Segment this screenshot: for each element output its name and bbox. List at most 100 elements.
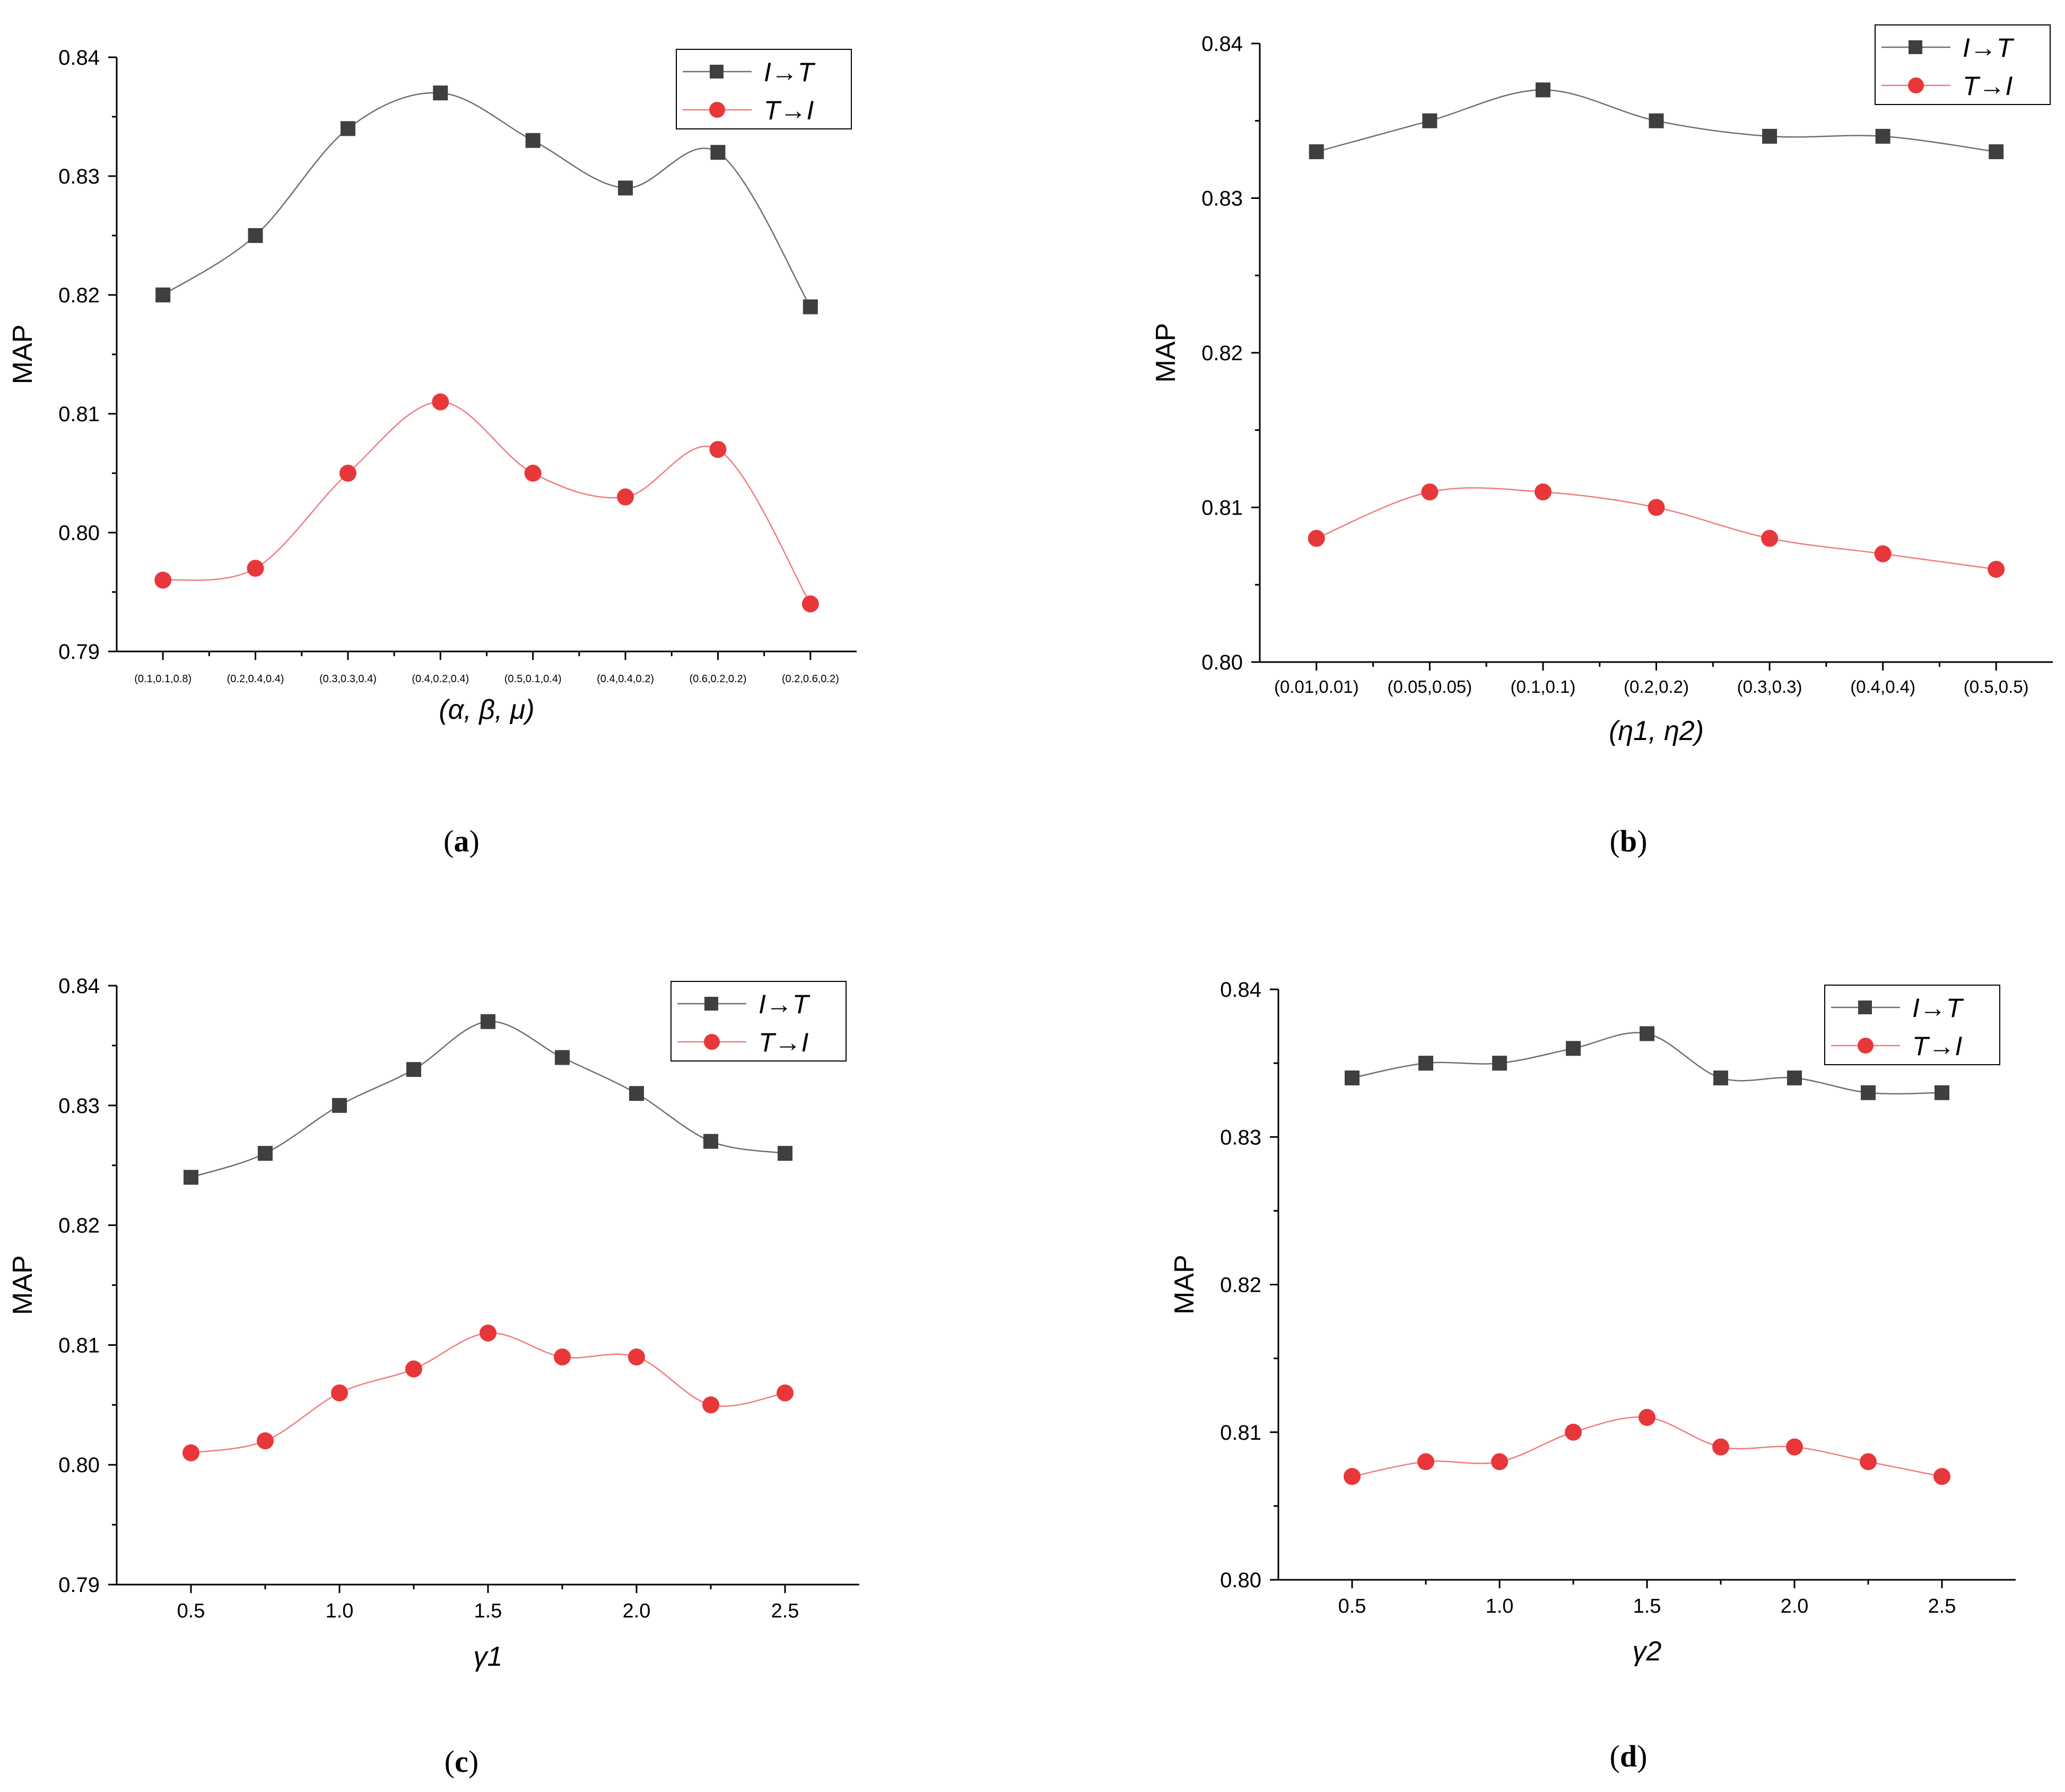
data-point-t-to-i	[1639, 1408, 1656, 1426]
y-tick-label: 0.82	[1201, 342, 1243, 365]
data-point-i-to-t	[1935, 1085, 1949, 1100]
x-tick-label: 2.0	[623, 1600, 651, 1622]
x-tick-label: (0.4,0.4)	[1850, 677, 1915, 697]
data-point-i-to-t	[555, 1050, 570, 1065]
y-tick-label: 0.82	[58, 284, 100, 307]
data-point-t-to-i	[1648, 499, 1665, 516]
y-tick-label: 0.79	[58, 640, 100, 664]
data-point-t-to-i	[1874, 545, 1892, 562]
caption-letter: d	[1620, 1739, 1637, 1773]
panel-caption: (a)	[443, 824, 480, 858]
data-point-i-to-t	[433, 85, 448, 101]
y-tick-label: 0.82	[1220, 1274, 1261, 1297]
data-point-i-to-t	[1875, 128, 1890, 144]
x-axis-title: γ1	[474, 1641, 503, 1672]
x-tick-label: (0.05,0.05)	[1388, 677, 1472, 697]
data-point-i-to-t	[155, 288, 171, 302]
caption-paren-open: (	[1610, 1739, 1620, 1773]
data-point-i-to-t	[481, 1014, 495, 1029]
x-tick-label: 2.0	[1781, 1595, 1809, 1617]
x-tick-label: (0.4,0.2,0.4)	[412, 673, 469, 685]
x-tick-label: (0.1,0.1)	[1510, 677, 1575, 697]
x-tick-label: (0.2,0.2)	[1624, 677, 1689, 697]
legend-label-i-to-t: I→T	[1963, 33, 2015, 63]
series-line-t-to-i	[1352, 1416, 1942, 1477]
x-tick-label: (0.2,0.6,0.2)	[782, 673, 839, 685]
legend-marker-circle	[1908, 77, 1924, 93]
legend-box	[1875, 24, 2051, 105]
y-tick-label: 0.84	[1220, 978, 1261, 1002]
caption-letter: c	[455, 1744, 468, 1779]
data-point-i-to-t	[332, 1098, 347, 1113]
legend-marker-circle	[704, 1034, 720, 1050]
x-tick-label: 0.5	[1338, 1595, 1366, 1617]
data-point-i-to-t	[778, 1146, 792, 1161]
x-tick-label: (0.2,0.4,0.4)	[227, 673, 284, 685]
caption-paren-close: )	[1637, 1739, 1647, 1773]
y-tick-label: 0.79	[58, 1573, 100, 1597]
caption-paren-open: (	[445, 1744, 455, 1779]
data-point-i-to-t	[1649, 113, 1664, 128]
y-axis-title: MAP	[7, 325, 38, 385]
chart-panel-c: 0.79 0.80 0.81 0.82 0.83 0.84 0.5 1.0 1.5 2.0 2.5 M…	[7, 975, 859, 1779]
data-point-t-to-i	[617, 488, 634, 506]
data-point-i-to-t	[248, 228, 263, 243]
legend: I→T T→I	[1824, 985, 2000, 1065]
data-point-t-to-i	[480, 1324, 496, 1342]
data-point-t-to-i	[1712, 1438, 1729, 1456]
x-tick-label: (0.01,0.01)	[1274, 677, 1359, 697]
y-tick-label: 0.80	[1220, 1569, 1261, 1592]
caption-letter: a	[454, 824, 469, 858]
y-tick-label: 0.80	[58, 521, 100, 545]
data-point-i-to-t	[1492, 1056, 1507, 1071]
panel-caption: (d)	[1610, 1739, 1648, 1773]
caption-letter: b	[1620, 824, 1637, 858]
x-tick-label: 2.5	[771, 1600, 799, 1622]
y-tick-label: 0.81	[58, 1334, 100, 1357]
data-point-i-to-t	[184, 1170, 198, 1185]
data-point-t-to-i	[628, 1348, 645, 1365]
data-point-i-to-t	[629, 1086, 644, 1101]
chart-panel-d: 0.80 0.81 0.82 0.83 0.84 0.5 1.0 1.5 2.0 2.5 MAP γ2…	[1169, 978, 2016, 1773]
data-point-t-to-i	[1860, 1453, 1877, 1471]
y-axis-title: MAP	[1151, 323, 1181, 383]
legend-label-t-to-i: T→I	[764, 95, 814, 125]
data-point-t-to-i	[554, 1348, 571, 1365]
x-tick-label: (0.3,0.3,0.4)	[319, 673, 377, 685]
data-point-t-to-i	[432, 393, 449, 411]
x-tick-label: 2.5	[1928, 1595, 1956, 1617]
data-point-t-to-i	[1534, 483, 1552, 501]
data-point-i-to-t	[1713, 1070, 1728, 1085]
legend-marker-circle	[709, 102, 725, 118]
y-tick-label: 0.81	[58, 403, 100, 426]
data-point-t-to-i	[1308, 529, 1325, 547]
legend-box	[676, 49, 852, 129]
data-point-i-to-t	[803, 299, 818, 315]
data-point-t-to-i	[339, 465, 356, 482]
legend: I→T T→I	[1875, 24, 2051, 105]
legend: I→T T→I	[670, 981, 847, 1062]
y-tick-label: 0.80	[1201, 651, 1243, 674]
y-tick-label: 0.84	[1201, 32, 1243, 56]
y-tick-label: 0.82	[58, 1214, 100, 1238]
legend-label-i-to-t: I→T	[764, 57, 816, 87]
caption-paren-close: )	[469, 824, 480, 858]
caption-paren-open: (	[1610, 824, 1620, 858]
y-tick-label: 0.84	[58, 975, 100, 998]
data-point-t-to-i	[1933, 1468, 1950, 1485]
data-point-t-to-i	[405, 1360, 422, 1378]
data-point-i-to-t	[1787, 1070, 1802, 1085]
x-tick-label: 1.5	[1633, 1595, 1661, 1617]
legend-label-i-to-t: I→T	[1912, 993, 1964, 1023]
y-tick-label: 0.81	[1201, 497, 1243, 520]
data-point-t-to-i	[1491, 1453, 1508, 1471]
data-point-t-to-i	[154, 571, 172, 589]
y-axis-title: MAP	[1169, 1255, 1200, 1315]
caption-paren-close: )	[1637, 824, 1647, 858]
y-tick-label: 0.80	[58, 1454, 100, 1477]
data-point-t-to-i	[1786, 1438, 1803, 1456]
y-tick-label: 0.84	[58, 46, 100, 69]
x-tick-label: 1.0	[326, 1600, 354, 1622]
legend-box	[1824, 985, 2000, 1065]
x-axis-title: γ2	[1633, 1636, 1662, 1667]
